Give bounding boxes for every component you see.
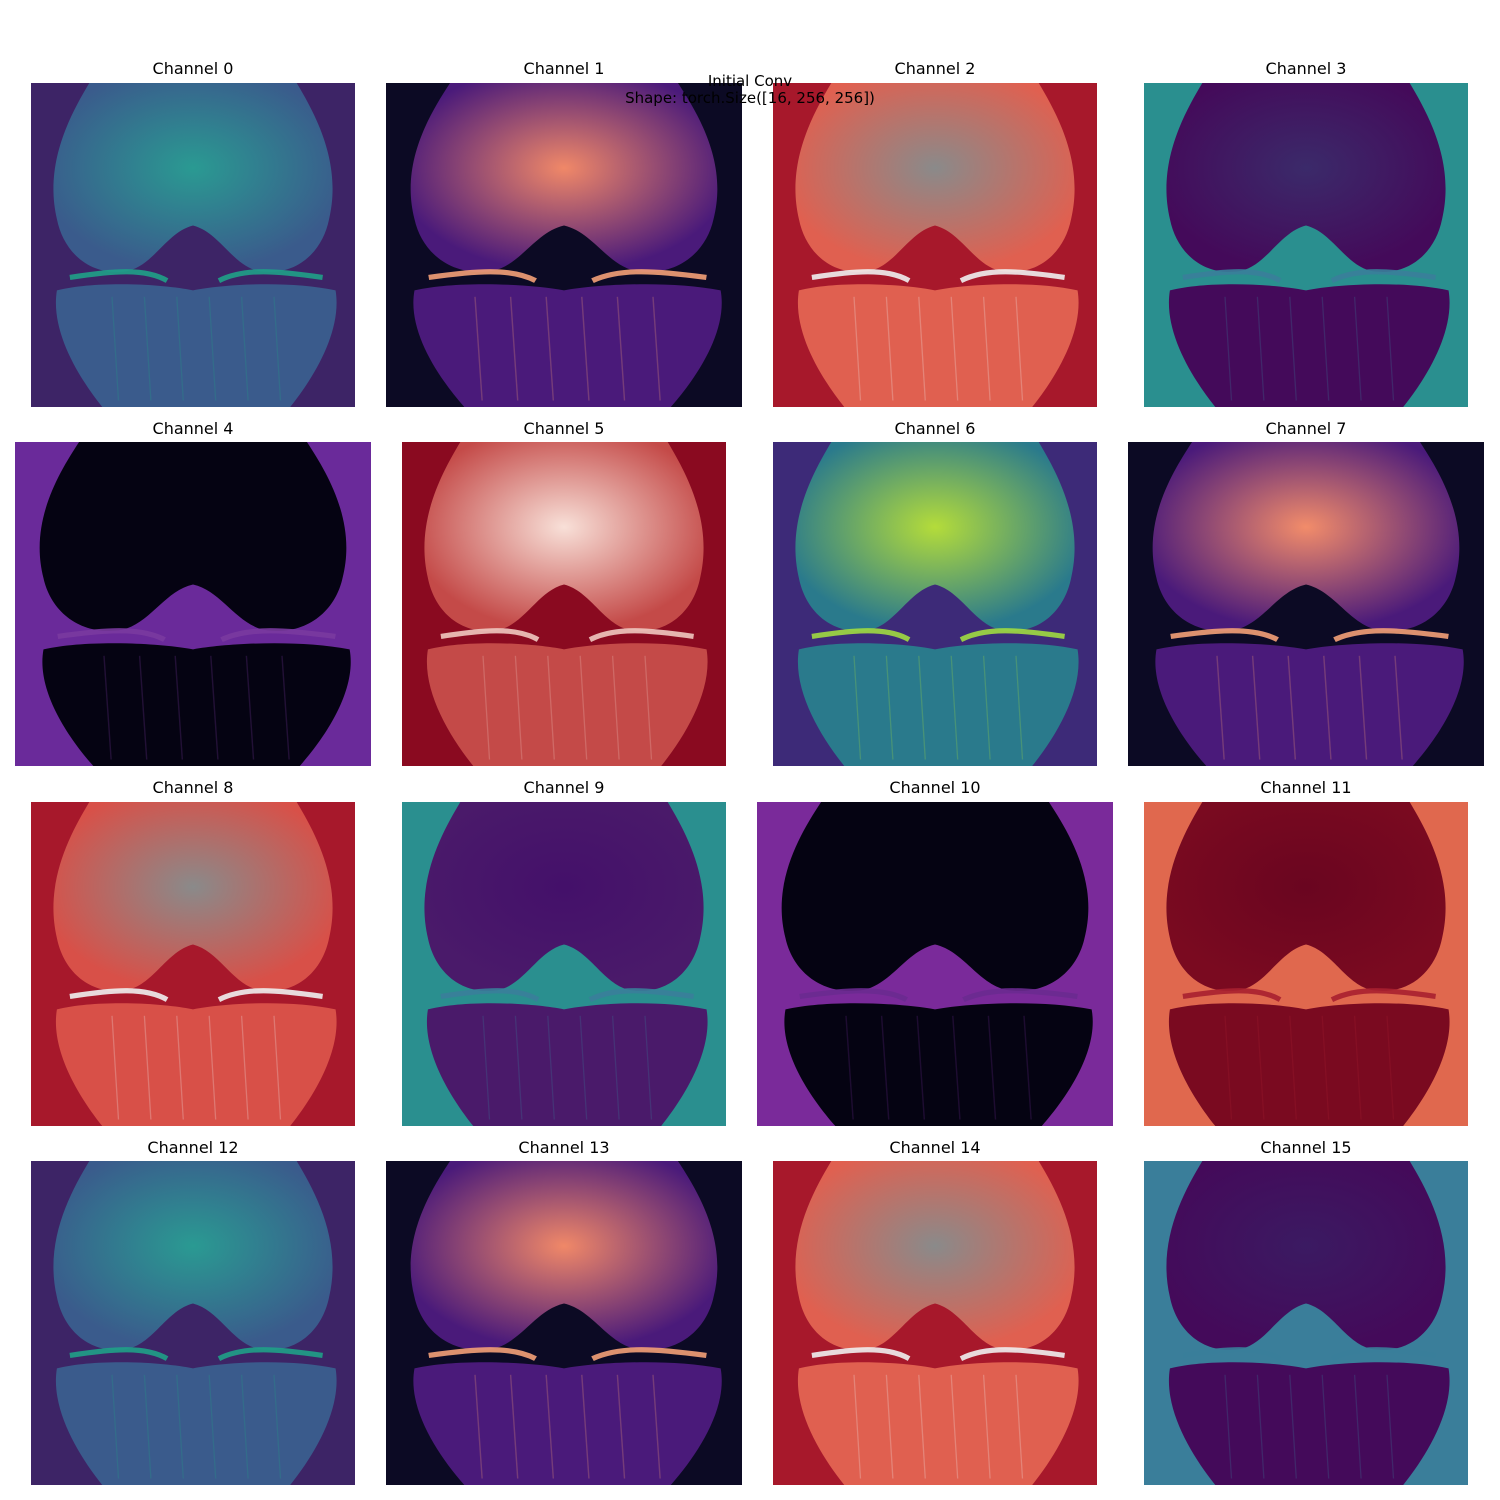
feature-map-image	[402, 802, 726, 1126]
channel-title: Channel 7	[1126, 420, 1486, 438]
tibia-shape	[1155, 643, 1463, 766]
feature-map-image	[757, 802, 1113, 1126]
channel-feature-map	[773, 1161, 1097, 1485]
channel-feature-map	[757, 802, 1113, 1126]
figure-subtitle: Shape: torch.Size([16, 256, 256])	[0, 90, 1500, 107]
channel-title: Channel 9	[384, 779, 744, 797]
tibia-shape	[413, 1362, 721, 1485]
feature-map-image	[31, 1161, 355, 1485]
feature-map-image	[31, 802, 355, 1126]
channel-feature-map	[1144, 1161, 1468, 1485]
channel-feature-map	[386, 1161, 742, 1485]
tibia-shape	[56, 1362, 337, 1485]
figure-title: Initial Conv	[0, 73, 1500, 90]
feature-map-image	[773, 1161, 1097, 1485]
feature-map-image	[1128, 442, 1484, 766]
tibia-shape	[56, 284, 337, 407]
channel-feature-map	[31, 802, 355, 1126]
feature-map-image	[773, 442, 1097, 766]
feature-map-image	[1144, 1161, 1468, 1485]
channel-title: Channel 8	[13, 779, 373, 797]
channel-title: Channel 6	[755, 420, 1115, 438]
channel-feature-map	[31, 1161, 355, 1485]
feature-map-image	[773, 83, 1097, 407]
tibia-shape	[1169, 284, 1450, 407]
feature-map-image	[386, 1161, 742, 1485]
tibia-shape	[427, 1003, 708, 1126]
feature-map-image	[31, 83, 355, 407]
channel-feature-map	[31, 83, 355, 407]
feature-map-image	[1144, 802, 1468, 1126]
channel-feature-map	[402, 442, 726, 766]
channel-title: Channel 15	[1126, 1139, 1486, 1157]
feature-map-image	[386, 83, 742, 407]
feature-map-image	[402, 442, 726, 766]
tibia-shape	[798, 643, 1079, 766]
channel-title: Channel 10	[755, 779, 1115, 797]
feature-map-image	[1144, 83, 1468, 407]
tibia-shape	[798, 1362, 1079, 1485]
channel-title: Channel 11	[1126, 779, 1486, 797]
channel-feature-map	[1144, 83, 1468, 407]
channel-feature-map	[1144, 802, 1468, 1126]
channel-feature-map	[1128, 442, 1484, 766]
channel-feature-map	[386, 83, 742, 407]
tibia-shape	[784, 1003, 1092, 1126]
feature-map-image	[15, 442, 371, 766]
channel-title: Channel 5	[384, 420, 744, 438]
tibia-shape	[413, 284, 721, 407]
channel-title: Channel 4	[13, 420, 373, 438]
channel-title: Channel 14	[755, 1139, 1115, 1157]
tibia-shape	[1169, 1362, 1450, 1485]
channel-feature-map	[15, 442, 371, 766]
channel-title: Channel 13	[384, 1139, 744, 1157]
tibia-shape	[798, 284, 1079, 407]
channel-feature-map	[402, 802, 726, 1126]
tibia-shape	[56, 1003, 337, 1126]
tibia-shape	[1169, 1003, 1450, 1126]
channel-title: Channel 12	[13, 1139, 373, 1157]
channel-feature-map	[773, 83, 1097, 407]
tibia-shape	[42, 643, 350, 766]
tibia-shape	[427, 643, 708, 766]
channel-feature-map	[773, 442, 1097, 766]
